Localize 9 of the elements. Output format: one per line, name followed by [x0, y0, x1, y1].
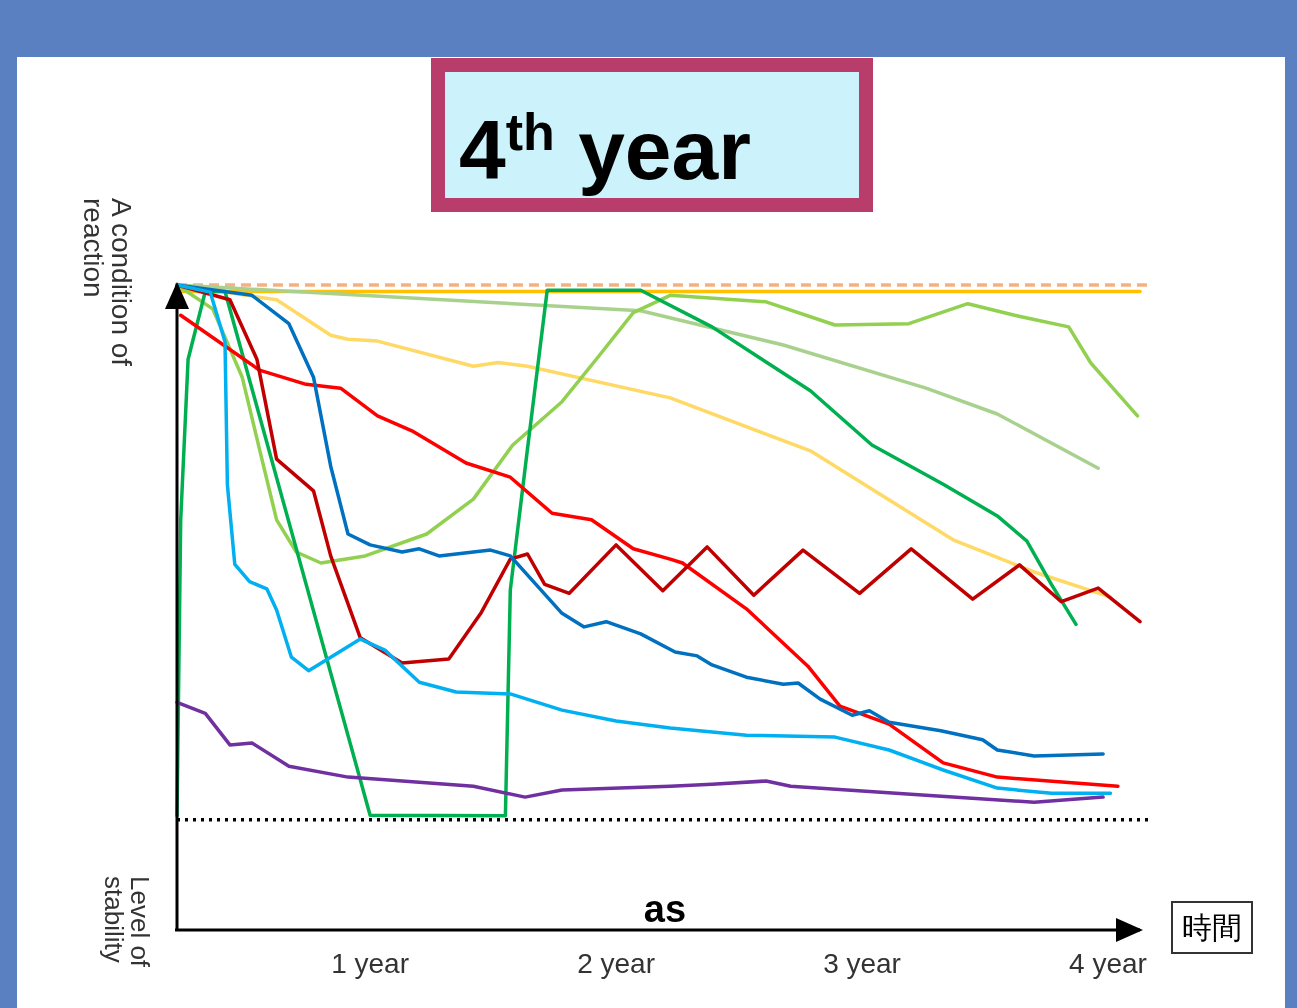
x-tick-label: 4 year	[1069, 948, 1147, 979]
x-tick-label: 3 year	[823, 948, 901, 979]
annotation: as	[643, 888, 687, 930]
x-axis-title: 時間	[1182, 910, 1242, 945]
y-axis-title: A condition of reaction	[78, 198, 137, 367]
x-tick-label: 1 year	[331, 948, 410, 979]
x-tick-label: 2 year	[577, 948, 655, 979]
text: Level of stability	[99, 876, 155, 968]
title: 4$^{th}$ year	[431, 58, 873, 212]
